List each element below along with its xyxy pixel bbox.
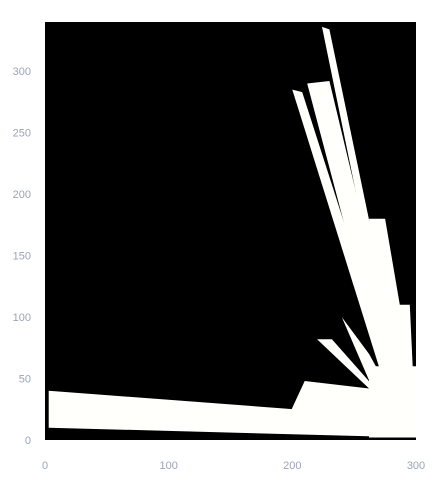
data-shape-ray-left-stub xyxy=(51,397,120,413)
y-axis: 0 50 100 150 200 250 300 xyxy=(13,66,31,447)
y-tick-label: 0 xyxy=(25,435,31,447)
x-axis: 0 100 200 300 xyxy=(42,460,425,472)
x-tick-label: 300 xyxy=(407,460,425,472)
data-shapes xyxy=(48,26,416,438)
y-tick-label: 300 xyxy=(13,66,31,78)
y-tick-label: 250 xyxy=(13,128,31,140)
data-shape-ray-base-block xyxy=(369,366,416,438)
y-tick-label: 150 xyxy=(13,251,31,263)
y-tick-label: 200 xyxy=(13,189,31,201)
y-tick-label: 50 xyxy=(19,374,31,386)
data-shape-ray-low-horizontal xyxy=(48,390,413,438)
y-tick-label: 100 xyxy=(13,312,31,324)
x-tick-label: 100 xyxy=(160,460,178,472)
x-tick-label: 0 xyxy=(42,460,48,472)
x-tick-label: 200 xyxy=(283,460,301,472)
